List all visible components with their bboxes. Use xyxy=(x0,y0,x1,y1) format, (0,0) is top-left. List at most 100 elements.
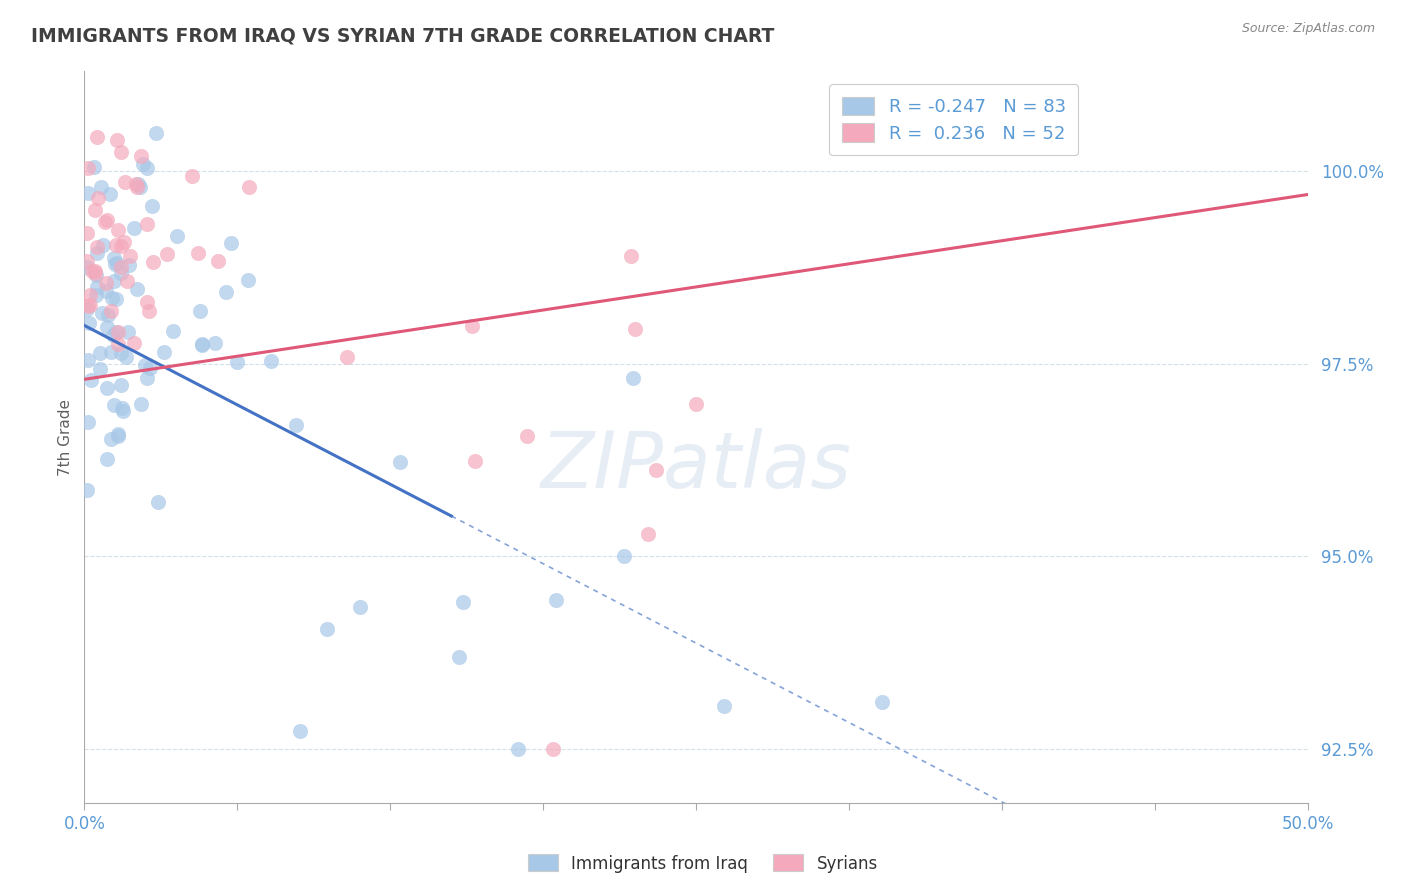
Point xyxy=(77,317,100,331)
Point xyxy=(79,298,101,312)
Point xyxy=(86,246,108,260)
Point xyxy=(104,292,127,306)
Point xyxy=(180,169,202,183)
Point xyxy=(91,238,114,252)
Point xyxy=(238,180,260,194)
Point xyxy=(131,157,153,171)
Point xyxy=(188,304,211,318)
Point xyxy=(96,212,118,227)
Point xyxy=(111,401,134,415)
Point xyxy=(129,149,152,163)
Point xyxy=(145,126,167,140)
Point xyxy=(162,324,184,338)
Point xyxy=(76,260,98,274)
Point xyxy=(93,215,115,229)
Point xyxy=(115,350,138,364)
Point xyxy=(103,273,125,287)
Point xyxy=(107,223,129,237)
Point xyxy=(76,186,98,200)
Point xyxy=(104,257,127,271)
Point xyxy=(187,246,209,260)
Point xyxy=(77,352,100,367)
Text: Source: ZipAtlas.com: Source: ZipAtlas.com xyxy=(1241,22,1375,36)
Point xyxy=(153,344,176,359)
Point xyxy=(105,326,128,340)
Point xyxy=(870,695,893,709)
Point xyxy=(107,428,129,442)
Point xyxy=(637,527,659,541)
Point xyxy=(76,254,98,268)
Point xyxy=(135,217,157,231)
Point xyxy=(207,253,229,268)
Point xyxy=(84,287,107,301)
Point xyxy=(100,345,122,359)
Point xyxy=(76,226,98,240)
Point xyxy=(115,274,138,288)
Point xyxy=(110,346,132,360)
Point xyxy=(80,373,103,387)
Point xyxy=(316,623,339,637)
Point xyxy=(110,378,132,392)
Point xyxy=(112,235,135,250)
Point xyxy=(94,276,117,290)
Point xyxy=(118,248,141,262)
Point xyxy=(541,742,564,756)
Text: ZIPatlas: ZIPatlas xyxy=(540,428,852,504)
Point xyxy=(225,354,247,368)
Point xyxy=(139,360,162,375)
Point xyxy=(124,335,146,350)
Point xyxy=(624,321,647,335)
Point xyxy=(645,462,668,476)
Point xyxy=(219,235,242,250)
Point xyxy=(464,453,486,467)
Point xyxy=(89,346,111,360)
Point xyxy=(136,161,159,176)
Point xyxy=(136,294,159,309)
Point xyxy=(125,180,148,194)
Point xyxy=(449,650,471,665)
Point xyxy=(134,358,156,372)
Point xyxy=(166,229,188,244)
Point xyxy=(141,199,163,213)
Point xyxy=(100,186,122,201)
Point xyxy=(125,282,148,296)
Point xyxy=(94,284,117,298)
Point xyxy=(112,404,135,418)
Point xyxy=(100,433,122,447)
Point xyxy=(290,723,312,738)
Point xyxy=(96,381,118,395)
Point xyxy=(148,494,170,508)
Point xyxy=(142,255,165,269)
Point xyxy=(127,177,149,191)
Point xyxy=(129,180,152,194)
Point xyxy=(117,326,139,340)
Point xyxy=(77,416,100,430)
Point xyxy=(84,268,107,282)
Point xyxy=(103,251,125,265)
Point xyxy=(335,351,357,365)
Point xyxy=(110,239,132,253)
Point xyxy=(76,483,98,497)
Point xyxy=(91,306,114,320)
Point xyxy=(107,427,129,442)
Point xyxy=(100,291,122,305)
Point xyxy=(516,429,538,443)
Point xyxy=(97,309,120,323)
Point xyxy=(122,220,145,235)
Point xyxy=(107,326,129,340)
Point xyxy=(83,264,105,278)
Point xyxy=(129,396,152,410)
Point xyxy=(110,266,132,280)
Point xyxy=(110,260,132,274)
Point xyxy=(86,130,108,145)
Point xyxy=(114,176,136,190)
Point xyxy=(191,338,214,352)
Point xyxy=(349,599,371,614)
Point xyxy=(96,319,118,334)
Point xyxy=(76,301,98,316)
Point xyxy=(685,397,707,411)
Point xyxy=(83,202,105,217)
Point xyxy=(90,179,112,194)
Point xyxy=(77,299,100,313)
Point xyxy=(84,266,107,280)
